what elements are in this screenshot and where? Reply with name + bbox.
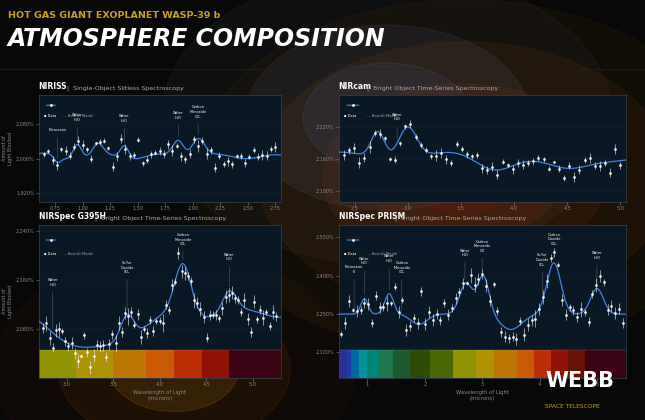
Text: NIRSpec PRISM: NIRSpec PRISM [339,213,405,221]
Circle shape [322,84,606,269]
Circle shape [368,113,561,239]
Text: — Best-fit Model: — Best-fit Model [368,114,397,118]
Text: NIRcam: NIRcam [339,82,372,91]
Bar [477,350,493,378]
Bar [146,350,174,378]
Y-axis label: Amount of
Light Blocked: Amount of Light Blocked [3,131,13,165]
Text: |  Bright Object Time-Series Spectroscopy: | Bright Object Time-Series Spectroscopy [362,86,498,91]
Circle shape [303,63,471,172]
Text: ▪ Data: ▪ Data [344,252,357,256]
Circle shape [433,156,495,197]
Bar [346,350,352,378]
Bar [517,350,534,378]
Text: Water
H₂O: Water H₂O [392,113,402,139]
Bar [551,350,568,378]
Text: |  Single-Object Slitless Spectroscopy: | Single-Object Slitless Spectroscopy [63,86,184,91]
Bar [359,350,368,378]
Text: Sulfur
Dioxide
SO₂: Sulfur Dioxide SO₂ [536,253,549,297]
Bar [113,350,146,378]
Text: Water
H₂O: Water H₂O [72,113,83,141]
Circle shape [258,42,645,311]
Bar [453,350,477,378]
Y-axis label: Amount of
Light Blocked: Amount of Light Blocked [3,285,13,318]
Text: Carbon
Dioxide
CO₂: Carbon Dioxide CO₂ [547,233,561,259]
Circle shape [110,328,239,412]
Circle shape [406,139,522,214]
Bar [352,350,359,378]
Bar [174,350,201,378]
Text: Water
H₂O: Water H₂O [460,249,470,279]
Bar [76,350,113,378]
Text: SPACE TELESCOPE: SPACE TELESCOPE [545,404,600,410]
Circle shape [245,25,529,210]
Text: Carbon
Monoxide
CO₂: Carbon Monoxide CO₂ [174,233,192,259]
Text: — Best-fit Model: — Best-fit Model [368,252,397,256]
Bar [393,350,410,378]
Text: Sulfur
Dioxide
SO₂: Sulfur Dioxide SO₂ [121,261,134,310]
Text: NIRSpec G395H: NIRSpec G395H [39,213,106,221]
Bar [368,350,379,378]
Bar [230,350,281,378]
Text: — Best-fit Model: — Best-fit Model [63,114,93,118]
Bar [534,350,551,378]
Text: Water
H₂O: Water H₂O [47,278,58,328]
Text: |  Bright Object Time-Series Spectroscopy: | Bright Object Time-Series Spectroscopy [391,216,526,221]
X-axis label: Wavelength of Light
(microns): Wavelength of Light (microns) [133,390,186,401]
Text: Carbon
Monoxide
CO₂: Carbon Monoxide CO₂ [190,105,206,135]
Text: Potassium
K: Potassium K [345,265,363,310]
Bar [430,350,453,378]
Text: |  Bright Object Time-Series Spectroscopy: | Bright Object Time-Series Spectroscopy [91,216,226,221]
Bar [568,350,586,378]
Text: ATMOSPHERE COMPOSITION: ATMOSPHERE COMPOSITION [8,27,385,51]
Text: Water
H₂O: Water H₂O [359,257,370,294]
Bar [201,350,230,378]
Text: — Best-fit Model: — Best-fit Model [63,252,93,256]
Text: Water
H₂O: Water H₂O [173,111,184,136]
Bar [410,350,430,378]
Bar [39,350,76,378]
Text: Water
H₂O: Water H₂O [119,114,130,142]
Text: WEBB: WEBB [545,370,614,391]
Bar [339,350,346,378]
Text: ▪ Data: ▪ Data [43,252,56,256]
Circle shape [429,153,500,199]
Bar [586,350,626,378]
Text: NIRISS: NIRISS [39,82,67,91]
Text: Water
H₂O: Water H₂O [591,251,602,284]
Text: ▪ Data: ▪ Data [43,114,56,118]
Text: Carbon
Monoxide
CO: Carbon Monoxide CO [473,239,491,271]
Circle shape [58,294,290,420]
Bar [379,350,393,378]
Bar [493,350,517,378]
Text: Potassium: Potassium [48,128,66,159]
Text: HOT GAS GIANT EXOPLANET WASP-39 b: HOT GAS GIANT EXOPLANET WASP-39 b [8,10,220,19]
Text: Carbon
Monoxide
CO₂: Carbon Monoxide CO₂ [393,261,410,310]
Text: ▪ Data: ▪ Data [344,114,357,118]
Text: Water
H₂O: Water H₂O [384,254,394,289]
Text: Water
H₂O: Water H₂O [224,252,235,287]
X-axis label: Wavelength of Light
(microns): Wavelength of Light (microns) [455,390,509,401]
